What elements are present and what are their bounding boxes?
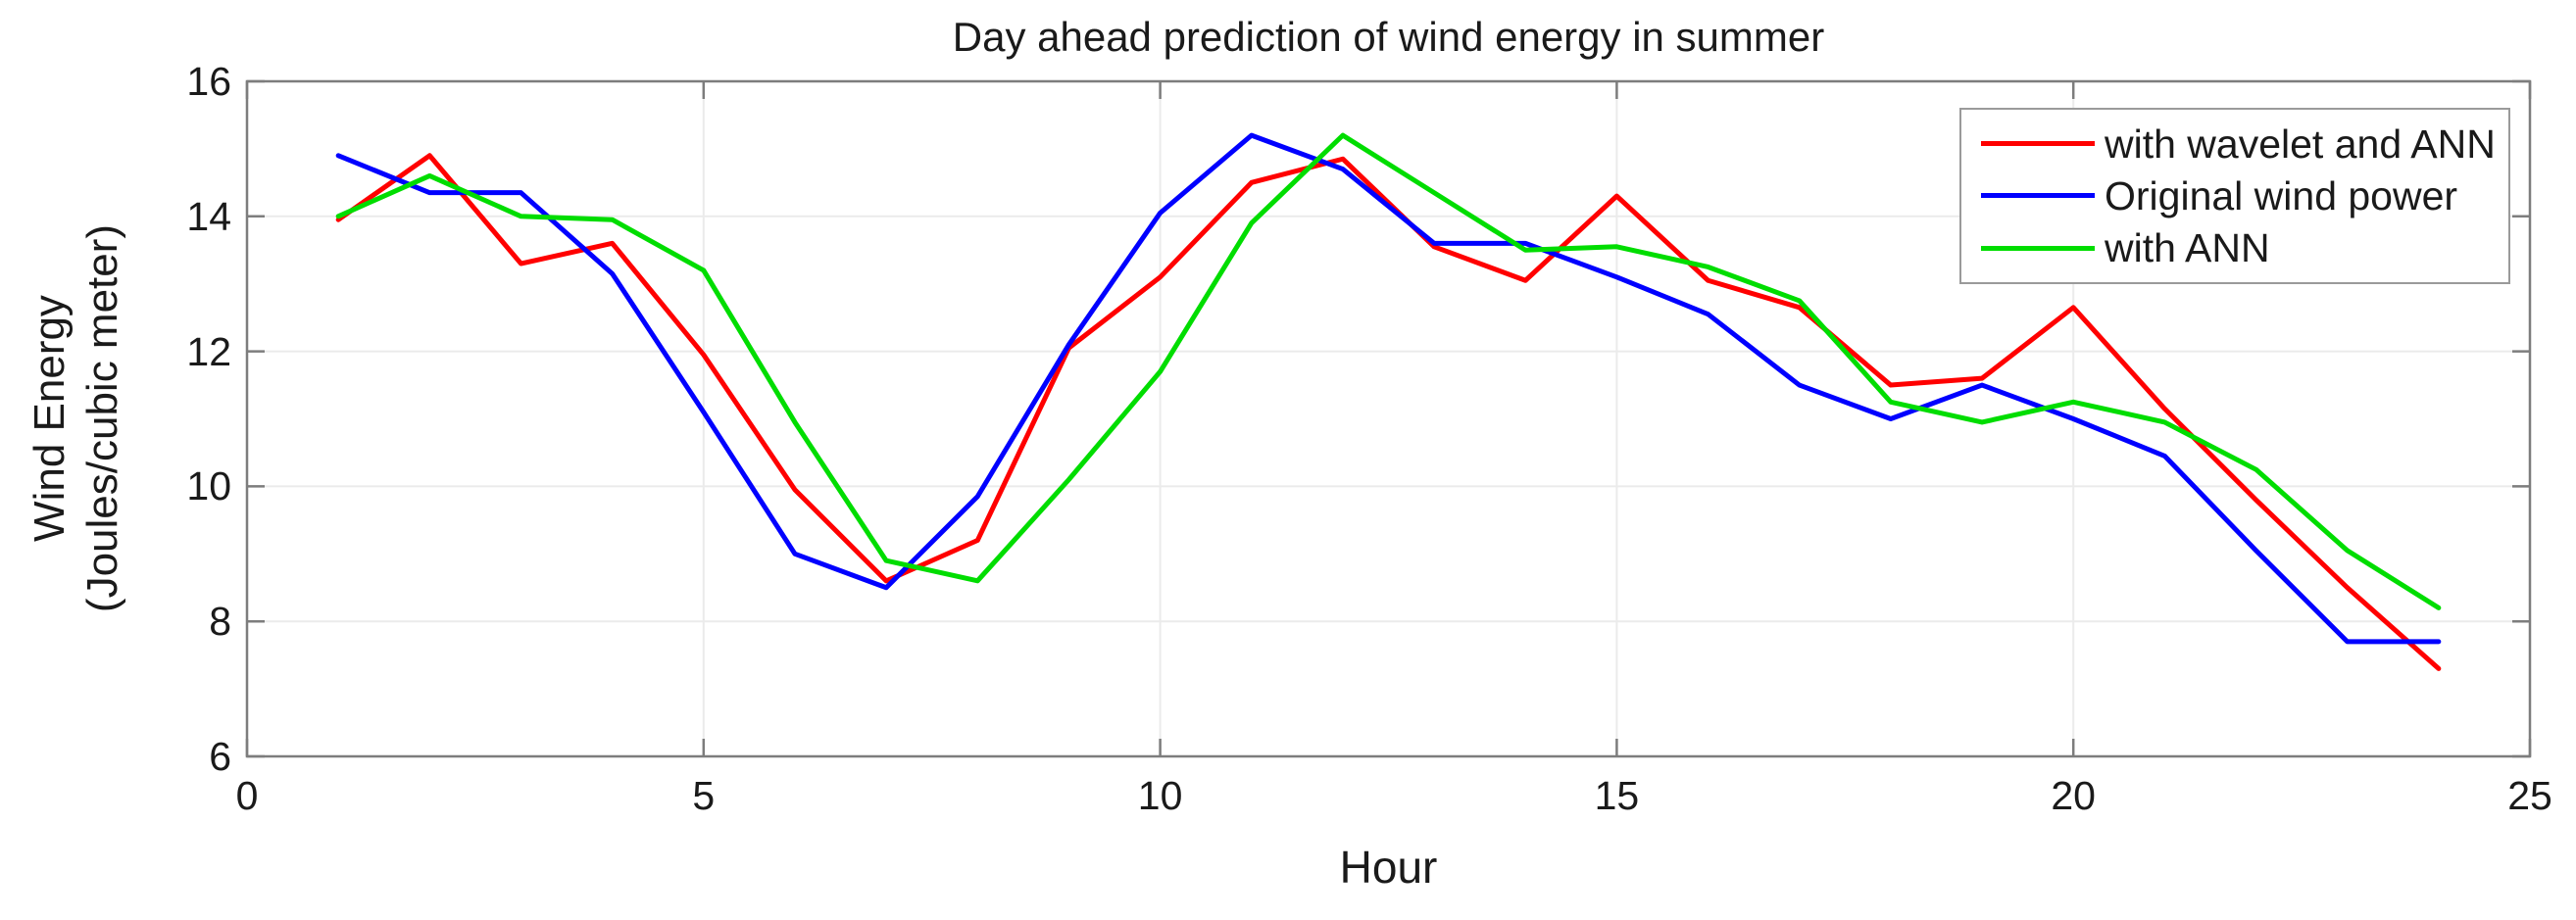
legend-item-with-wavelet-and-ann: with wavelet and ANN: [1981, 120, 2508, 169]
y-axis-label-line2: (Joules/cubic meter): [78, 223, 126, 613]
series-line-original-wind-power: [335, 132, 2442, 645]
legend-label: with ANN: [2105, 225, 2270, 271]
y-tick-label: 14: [186, 193, 231, 239]
legend-item-original-wind-power: Original wind power: [1981, 171, 2508, 220]
x-axis-label: Hour: [1339, 842, 1438, 893]
legend-line-sample-blue: [1981, 193, 2095, 199]
x-tick-label: 0: [235, 773, 259, 818]
x-tick-label: 25: [2507, 773, 2552, 818]
x-tick-label: 10: [1137, 773, 1183, 818]
y-tick-label: 12: [186, 328, 231, 374]
legend-line-sample-red: [1981, 141, 2095, 147]
legend-line-sample-green: [1981, 245, 2095, 251]
legend-item-with-ann: with ANN: [1981, 223, 2508, 272]
y-tick-label: 16: [186, 59, 231, 104]
legend-label: with wavelet and ANN: [2105, 121, 2496, 167]
x-tick-label: 15: [1594, 773, 1640, 818]
x-tick-label: 20: [2051, 773, 2096, 818]
y-tick-label: 6: [209, 734, 231, 779]
y-axis-label-line1: Wind Energy: [25, 295, 74, 542]
legend-label: Original wind power: [2105, 172, 2458, 218]
series-line-with-wavelet-and-ann: [335, 153, 2442, 671]
y-axis-label: Wind Energy (Joules/cubic meter): [24, 224, 129, 612]
axes-box: [245, 79, 2532, 758]
chart-title: Day ahead prediction of wind energy in s…: [952, 14, 1825, 60]
series-line-with-ann: [335, 132, 2442, 610]
y-tick-label: 8: [209, 599, 231, 645]
x-tick-label: 5: [692, 773, 716, 818]
y-tick-label: 10: [186, 463, 231, 509]
legend: with wavelet and ANN Original wind power…: [1959, 108, 2510, 284]
